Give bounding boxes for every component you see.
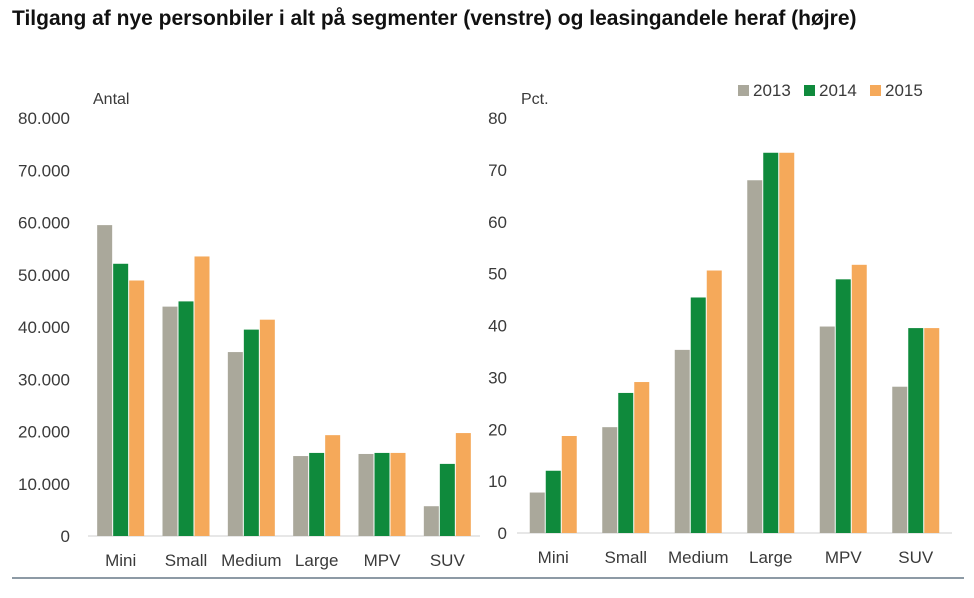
right-bar-2015-large: [779, 152, 795, 533]
right-bar-2013-mpv: [819, 326, 835, 533]
right-bar-2013-medium: [674, 349, 690, 533]
legend-swatch-2015: [870, 85, 881, 96]
left-chart-count: Antal 0 10.000 20.000 30.000 40.000 50.000 60.0…: [18, 91, 480, 570]
left-bar-2014-suv: [439, 463, 455, 536]
right-category-label: Medium: [668, 548, 728, 567]
right-bar-2014-suv: [908, 328, 924, 533]
left-y-tick-label: 40.000: [18, 318, 70, 337]
right-bar-2015-suv: [924, 328, 940, 533]
right-category-label: Large: [749, 548, 792, 567]
left-bar-2013-mpv: [358, 453, 374, 536]
legend-swatch-2014: [804, 85, 815, 96]
left-y-tick-label: 20.000: [18, 423, 70, 442]
left-bar-2013-small: [162, 306, 178, 536]
right-bar-2014-large: [763, 152, 779, 533]
right-y-tick-label: 60: [488, 213, 507, 232]
right-y-tick-label: 50: [488, 265, 507, 284]
left-bar-2015-medium: [259, 319, 275, 536]
right-bar-2014-medium: [690, 297, 706, 533]
right-bar-2013-suv: [892, 386, 908, 533]
right-bar-2013-small: [602, 427, 618, 533]
right-bar-2015-small: [634, 382, 650, 533]
left-bar-2014-medium: [243, 329, 259, 536]
legend-label-2015: 2015: [885, 81, 923, 100]
left-category-label: Small: [165, 551, 208, 570]
left-bar-2015-suv: [455, 433, 471, 536]
right-category-label: MPV: [825, 548, 863, 567]
left-bar-2015-small: [194, 256, 210, 536]
left-bar-2013-large: [293, 456, 309, 536]
right-bar-2014-mpv: [835, 279, 851, 533]
right-y-tick-label: 40: [488, 317, 507, 336]
right-y-tick-label: 80: [488, 109, 507, 128]
legend-label-2014: 2014: [819, 81, 857, 100]
right-category-label: SUV: [898, 548, 934, 567]
left-y-tick-label: 70.000: [18, 161, 70, 180]
left-y-tick-label: 50.000: [18, 266, 70, 285]
right-category-label: Mini: [538, 548, 569, 567]
left-category-label: Medium: [221, 551, 281, 570]
left-y-tick-label: 60.000: [18, 214, 70, 233]
left-bar-2014-mpv: [374, 452, 390, 536]
left-bar-2015-mpv: [390, 452, 406, 536]
right-y-tick-label: 70: [488, 161, 507, 180]
right-y-tick-label: 30: [488, 368, 507, 387]
bottom-divider: [12, 577, 964, 579]
legend-label-2013: 2013: [753, 81, 791, 100]
left-category-label: MPV: [364, 551, 402, 570]
right-y-tick-label: 10: [488, 472, 507, 491]
right-bar-2014-mini: [545, 470, 561, 533]
left-bar-2014-mini: [113, 263, 129, 536]
left-bar-2015-mini: [129, 280, 145, 536]
left-bar-2013-suv: [423, 506, 439, 536]
left-bar-2014-large: [309, 452, 325, 536]
right-y-tick-label: 20: [488, 420, 507, 439]
right-bar-2015-medium: [706, 270, 722, 533]
right-unit-label: Pct.: [521, 91, 549, 108]
legend-swatch-2013: [738, 85, 749, 96]
right-bar-2013-mini: [529, 492, 545, 533]
left-y-tick-label: 80.000: [18, 109, 70, 128]
left-bar-2013-mini: [97, 225, 113, 537]
right-bar-2013-large: [747, 180, 763, 533]
right-bar-2014-small: [618, 392, 634, 533]
right-chart-leasing-share: Pct. 0 10 20 30 40 50 60 70 80 Mini Small Medium Larg…: [488, 91, 952, 567]
left-bar-2015-large: [325, 435, 341, 536]
right-y-tick-label: 0: [498, 524, 507, 543]
right-bar-2015-mini: [561, 435, 577, 533]
right-category-label: Small: [604, 548, 647, 567]
left-y-tick-label: 30.000: [18, 370, 70, 389]
right-bar-2015-mpv: [851, 264, 867, 533]
left-category-label: Large: [295, 551, 338, 570]
left-y-tick-label: 10.000: [18, 475, 70, 494]
left-unit-label: Antal: [93, 91, 129, 108]
left-category-label: Mini: [105, 551, 136, 570]
left-category-label: SUV: [430, 551, 466, 570]
left-bar-2013-medium: [227, 352, 243, 536]
left-y-tick-label: 0: [61, 527, 70, 546]
legend: 2013 2014 2015: [738, 81, 923, 100]
chart-title: Tilgang af nye personbiler i alt på segm…: [12, 7, 857, 30]
left-bar-2014-small: [178, 301, 194, 536]
